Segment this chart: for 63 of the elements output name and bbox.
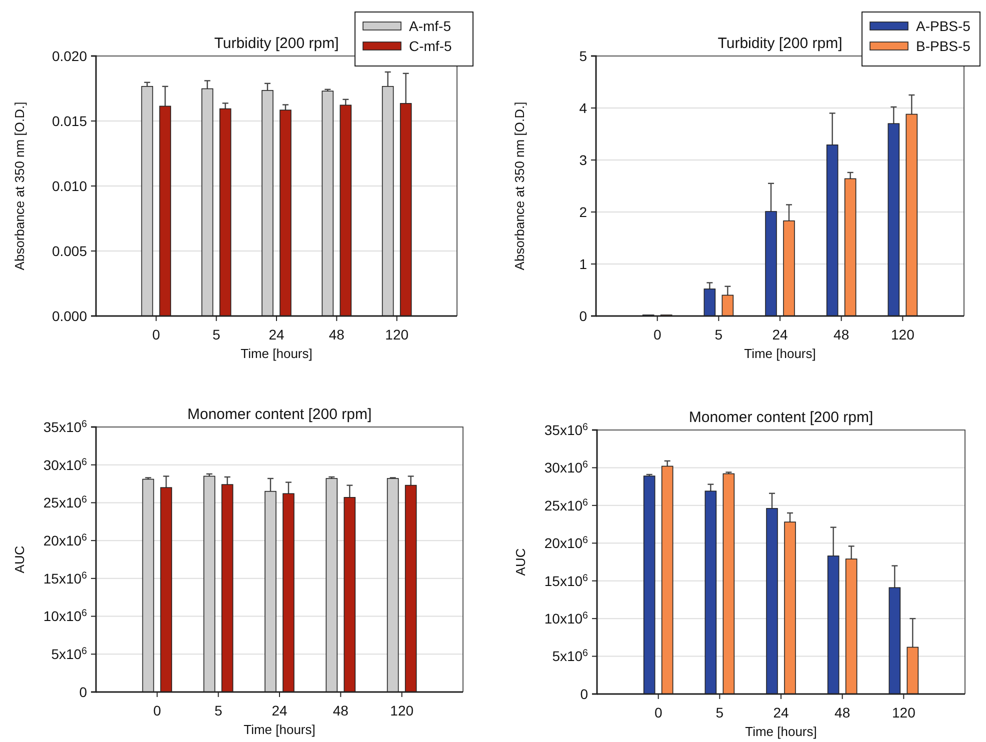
x-tick-label: 120 (390, 702, 414, 718)
y-tick-label: 30x10$^{6}$ (544, 459, 589, 476)
y-tick-label: 0 (580, 686, 588, 702)
chart-title: Monomer content [200 rpm] (688, 409, 874, 426)
x-tick-label: 48 (328, 326, 345, 342)
y-tick-label: 15x10$^{6}$ (544, 572, 589, 589)
x-tick-label: 120 (892, 704, 916, 720)
y-tick-label: 0.010 (52, 178, 88, 194)
x-tick-label: 24 (272, 702, 288, 718)
y-tick-label: 25x10$^{6}$ (43, 494, 88, 511)
x-tick-label: 0 (653, 326, 662, 342)
x-tick-label: 24 (772, 326, 788, 342)
y-tick-label: 4 (579, 100, 588, 116)
legend-label: A-mf-5 (409, 18, 452, 34)
y-tick-label: 10x10$^{6}$ (43, 608, 88, 624)
y-tick-label: 5x10$^{6}$ (51, 646, 88, 662)
legend-label: A-PBS-5 (916, 18, 971, 34)
x-tick-label: 0 (152, 326, 160, 342)
chart-title: Turbidity [200 rpm] (718, 35, 842, 52)
y-tick-label: 5 (579, 48, 588, 64)
x-tick-label: 5 (716, 704, 724, 720)
legend-label: B-PBS-5 (916, 38, 971, 54)
x-tick-label: 48 (332, 702, 349, 718)
y-tick-label: 20x10$^{6}$ (544, 534, 589, 552)
y-tick-label: 0 (79, 684, 88, 700)
x-tick-label: 5 (212, 326, 220, 342)
x-tick-label: 5 (714, 326, 723, 342)
x-tick-label: 120 (385, 326, 409, 342)
x-tick-label: 120 (890, 326, 915, 342)
x-axis-title: Time [hours] (744, 346, 816, 361)
x-axis-title: Time [hours] (244, 722, 316, 737)
y-tick-label: 0.000 (52, 308, 88, 324)
y-tick-label: 2 (579, 204, 588, 220)
y-axis-title: Absorbance at 350 nm [O.D.] (12, 102, 27, 270)
y-tick-label: 0.015 (52, 112, 88, 129)
y-tick-label: 3 (579, 152, 588, 168)
chart-title: Turbidity [200 rpm] (214, 35, 339, 52)
y-tick-label: 35x10$^{6}$ (43, 418, 88, 435)
x-tick-label: 0 (153, 702, 162, 718)
y-tick-label: 15x10$^{6}$ (43, 570, 88, 586)
y-axis-title: AUC (12, 546, 27, 574)
x-tick-label: 0 (654, 704, 662, 720)
x-tick-label: 5 (214, 702, 222, 718)
y-tick-label: 0 (579, 308, 588, 324)
x-tick-label: 48 (834, 326, 850, 342)
y-tick-label: 5x10$^{6}$ (552, 648, 589, 664)
y-tick-label: 30x10$^{6}$ (43, 456, 88, 473)
y-tick-label: 25x10$^{6}$ (544, 496, 589, 514)
y-axis-title: Absorbance at 350 nm [O.D.] (512, 102, 527, 270)
y-tick-label: 1 (579, 256, 588, 272)
x-axis-title: Time [hours] (240, 346, 312, 361)
x-axis-title: Time [hours] (745, 724, 817, 739)
y-axis-title: AUC (513, 548, 528, 576)
x-tick-label: 48 (834, 704, 850, 720)
y-tick-label: 10x10$^{6}$ (544, 610, 589, 626)
y-tick-label: 20x10$^{6}$ (43, 532, 88, 548)
x-tick-label: 24 (268, 326, 284, 342)
legend-label: C-mf-5 (409, 38, 452, 54)
y-tick-label: 35x10$^{6}$ (544, 421, 589, 438)
y-tick-label: 0.020 (52, 48, 88, 64)
y-tick-label: 0.005 (52, 242, 88, 259)
chart-title: Monomer content [200 rpm] (187, 406, 372, 423)
x-tick-label: 24 (773, 704, 789, 720)
